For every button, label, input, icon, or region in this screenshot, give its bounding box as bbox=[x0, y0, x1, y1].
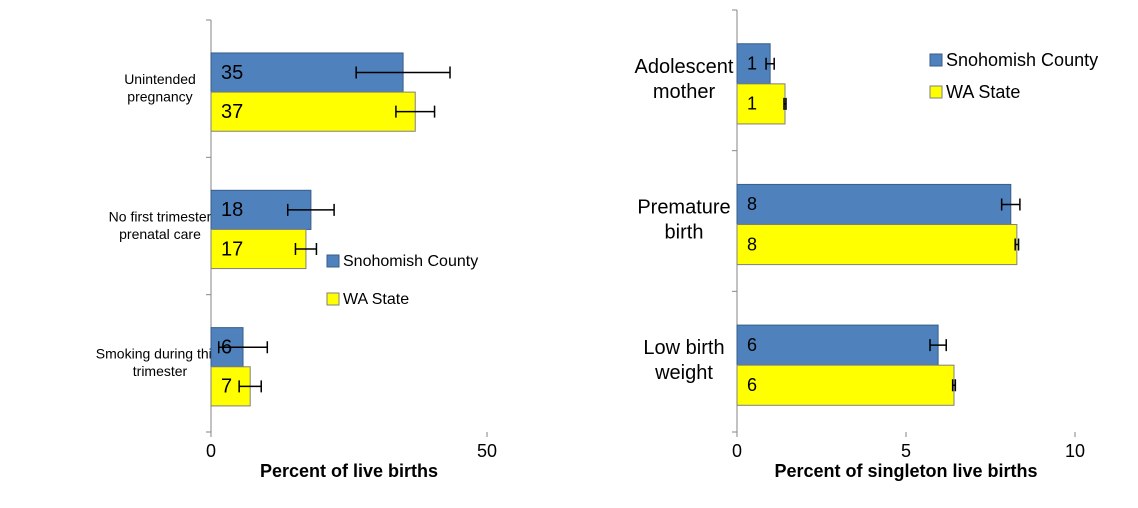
error-bar bbox=[929, 339, 947, 352]
legend-label: WA State bbox=[343, 291, 409, 308]
value-label: 8 bbox=[747, 234, 757, 254]
error-bar bbox=[217, 341, 269, 354]
value-label: 6 bbox=[747, 375, 757, 395]
error-bar bbox=[238, 380, 262, 393]
value-label: 37 bbox=[221, 101, 243, 123]
value-label: 1 bbox=[747, 94, 757, 114]
error-bar bbox=[286, 203, 335, 216]
x-axis-label: Percent of singleton live births bbox=[774, 461, 1037, 481]
bar bbox=[736, 324, 939, 366]
bar bbox=[736, 83, 786, 125]
legend-swatch bbox=[929, 85, 943, 99]
x-tick-label: 0 bbox=[732, 441, 742, 461]
value-label: 1 bbox=[747, 54, 757, 74]
bar bbox=[736, 43, 771, 85]
category-label: Adolescent mother bbox=[635, 56, 734, 103]
category-label: Low birth weight bbox=[643, 337, 724, 384]
legend-swatch bbox=[929, 53, 943, 67]
value-label: 6 bbox=[747, 335, 757, 355]
x-tick-label: 50 bbox=[477, 441, 497, 461]
category-label: Premature birth bbox=[637, 197, 730, 244]
value-label: 35 bbox=[221, 62, 243, 84]
value-label: 18 bbox=[221, 199, 243, 221]
x-tick-label: 10 bbox=[1065, 441, 1085, 461]
legend-label: Snohomish County bbox=[343, 253, 478, 270]
value-label: 7 bbox=[221, 376, 232, 398]
bar bbox=[736, 364, 955, 406]
bar bbox=[210, 91, 416, 132]
error-bar bbox=[355, 66, 451, 79]
error-bar bbox=[765, 57, 775, 70]
category-label: No first trimester prenatal care bbox=[109, 208, 212, 242]
x-tick-label: 0 bbox=[206, 441, 216, 461]
value-label: 17 bbox=[221, 238, 243, 260]
value-label: 8 bbox=[747, 194, 757, 214]
bar bbox=[736, 224, 1018, 266]
error-bar bbox=[951, 379, 957, 392]
error-bar bbox=[783, 97, 787, 110]
legend-label: WA State bbox=[946, 82, 1020, 102]
category-label: Smoking during third trimester bbox=[96, 345, 224, 379]
bar bbox=[736, 183, 1012, 226]
legend-swatch bbox=[326, 254, 340, 268]
legend-swatch bbox=[326, 292, 340, 306]
error-bar bbox=[1014, 238, 1020, 251]
x-axis-label: Percent of live births bbox=[260, 461, 438, 481]
error-bar bbox=[1000, 198, 1021, 211]
x-tick-label: 5 bbox=[901, 441, 911, 461]
error-bar bbox=[294, 243, 318, 256]
category-label: Unintended pregnancy bbox=[124, 71, 196, 105]
error-bar bbox=[395, 105, 436, 118]
legend-label: Snohomish County bbox=[946, 50, 1098, 70]
